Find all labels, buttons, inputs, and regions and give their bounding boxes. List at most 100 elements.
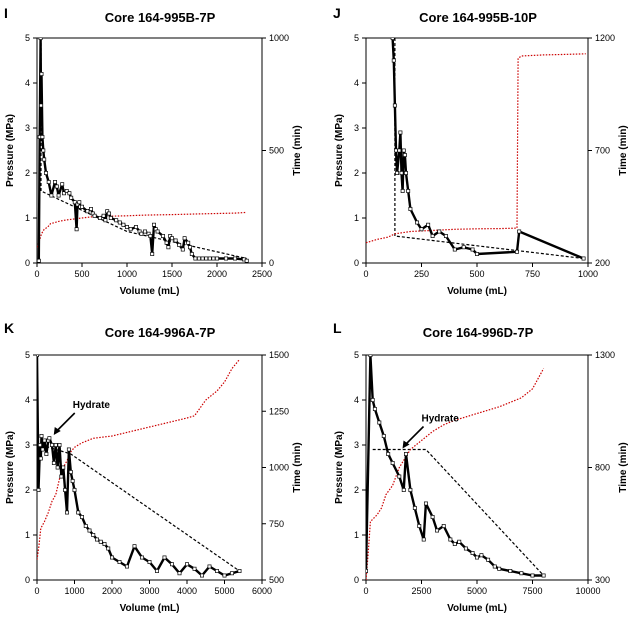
pressure-point xyxy=(47,436,52,441)
pressure-point xyxy=(421,537,426,542)
pressure-point xyxy=(408,488,413,492)
chart-panel-k: K Core 164-996A-7P0 1000 2000 3000 4000 5000 60… xyxy=(4,320,303,614)
pressure-point xyxy=(475,555,479,560)
y-right-axis-label: Time (min) xyxy=(292,125,303,175)
pressure-point xyxy=(46,180,51,184)
x-tick-label: 1000 xyxy=(117,269,137,279)
pressure-point xyxy=(368,355,373,357)
x-tick-label: 2000 xyxy=(102,586,122,596)
pressure-point xyxy=(398,130,403,135)
pressure-point xyxy=(185,562,189,567)
pressure-point xyxy=(70,479,75,483)
y-left-tick-label: 1 xyxy=(25,530,30,540)
pressure-point xyxy=(49,193,54,198)
pressure-point xyxy=(497,566,502,571)
x-tick-label: 10000 xyxy=(575,586,600,596)
chart-title: Core 164-995B-7P xyxy=(105,10,216,25)
x-tick-label: 250 xyxy=(414,269,429,279)
pressure-point xyxy=(95,537,99,542)
pressure-point xyxy=(392,103,397,108)
x-tick-label: 4000 xyxy=(177,586,197,596)
pressure-point xyxy=(222,573,227,578)
pressure-point xyxy=(230,571,234,576)
pressure-point xyxy=(215,256,219,261)
pressure-point xyxy=(517,229,522,234)
pressure-point xyxy=(400,189,405,193)
pressure-point xyxy=(370,398,375,402)
pressure-point xyxy=(404,452,408,456)
pressure-point xyxy=(37,355,39,357)
pressure-point xyxy=(197,256,201,261)
pressure-point xyxy=(397,148,402,153)
pressure-point xyxy=(64,189,69,193)
pressure-point xyxy=(412,506,417,510)
y-right-tick-label: 750 xyxy=(269,519,284,529)
pressure-point xyxy=(211,256,216,261)
y-left-tick-label: 2 xyxy=(25,485,30,495)
plot-area xyxy=(37,38,249,263)
x-tick-label: 7500 xyxy=(522,586,542,596)
pressure-point xyxy=(98,216,102,220)
pressure-point xyxy=(107,211,111,216)
y-left-axis-label: Pressure (MPa) xyxy=(5,114,16,187)
pressure-point xyxy=(38,456,43,461)
x-axis-label: Volume (mL) xyxy=(120,603,180,614)
y-left-tick-label: 3 xyxy=(25,440,30,450)
pressure-point xyxy=(237,569,242,573)
pressure-point xyxy=(200,256,205,261)
pressure-point xyxy=(443,234,448,238)
y-left-tick-label: 4 xyxy=(354,395,359,405)
pressure-point xyxy=(173,238,178,243)
annotation-arrow-head xyxy=(402,440,410,449)
pressure-point xyxy=(224,256,228,261)
pressure-point xyxy=(180,247,185,252)
pressure-point xyxy=(441,524,446,528)
pressure-point xyxy=(372,407,377,411)
pressure-point xyxy=(50,443,54,447)
y-left-tick-label: 4 xyxy=(25,395,30,405)
pressure-point xyxy=(125,564,129,569)
pressure-point xyxy=(68,470,73,474)
panel-letter: K xyxy=(4,320,14,336)
chart-panel-i: I Core 164-995B-7P0 500 1000 1500 2000 2500012… xyxy=(4,5,303,297)
pressure-point xyxy=(106,546,111,551)
y-left-tick-label: 2 xyxy=(354,168,359,178)
pressure-point xyxy=(452,542,457,546)
pressure-point xyxy=(200,573,204,578)
pressure-point xyxy=(80,515,84,519)
x-axis-label: Volume (mL) xyxy=(120,286,180,297)
pressure-point xyxy=(148,234,153,238)
pressure-point xyxy=(386,452,391,456)
y-left-axis-label: Pressure (MPa) xyxy=(334,431,345,504)
y-left-tick-label: 1 xyxy=(354,530,359,540)
pressure-point xyxy=(401,488,406,492)
pressure-point xyxy=(435,528,439,533)
pressure-point xyxy=(408,207,413,211)
pressure-point xyxy=(475,252,479,256)
pressure-point xyxy=(139,231,144,236)
y-right-tick-label: 700 xyxy=(595,146,610,156)
y-left-axis-label: Pressure (MPa) xyxy=(334,114,345,187)
pressure-point xyxy=(426,222,431,227)
y-left-tick-label: 1 xyxy=(25,213,30,223)
pressure-point xyxy=(101,213,106,218)
y-left-tick-label: 4 xyxy=(25,78,30,88)
time-series-line xyxy=(37,211,247,248)
pressure-point xyxy=(399,171,404,175)
chart-title: Core 164-996D-7P xyxy=(423,325,534,340)
time-series-line xyxy=(366,368,545,580)
y-left-tick-label: 0 xyxy=(25,575,30,585)
pressure-point xyxy=(89,207,93,211)
pressure-point xyxy=(87,528,92,533)
pressure-point xyxy=(207,256,212,261)
pressure-point xyxy=(53,180,57,184)
pressure-point xyxy=(164,240,169,245)
y-left-tick-label: 1 xyxy=(354,213,359,223)
pressure-point xyxy=(117,220,122,225)
pressure-point xyxy=(452,247,457,252)
pressure-point xyxy=(56,193,61,198)
pressure-point xyxy=(60,182,65,187)
y-left-tick-label: 3 xyxy=(354,440,359,450)
pressure-point xyxy=(189,252,194,256)
equilibrium-line xyxy=(394,38,584,260)
